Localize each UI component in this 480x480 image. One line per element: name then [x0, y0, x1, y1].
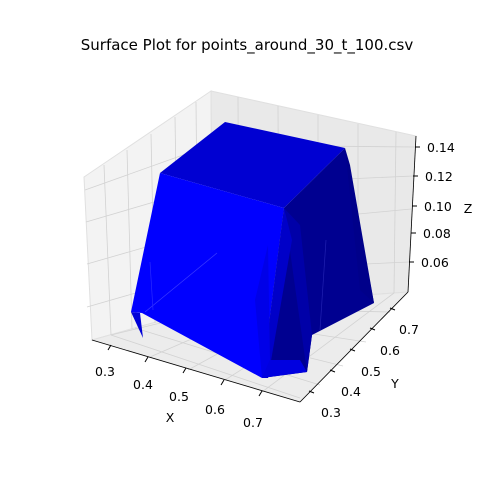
- surface-top-face: [160, 122, 345, 208]
- x-tick-label-1: 0.3: [95, 364, 115, 379]
- x-axis-label: X: [166, 410, 175, 425]
- y-tick-label-1: 0.3: [321, 405, 341, 420]
- x-tick-label-2: 0.4: [133, 377, 153, 392]
- z-tick-label-2: 0.08: [423, 226, 451, 241]
- surface-mesh: [131, 122, 374, 378]
- grid-v-left-2: [126, 149, 133, 330]
- x-tick-label-3: 0.5: [169, 389, 189, 404]
- x-axis-line: [91, 339, 301, 403]
- x-tick-label-4: 0.6: [205, 402, 225, 417]
- x-tick-mark-5: [258, 390, 263, 397]
- grid-floor-y-1: [110, 334, 301, 399]
- y-axis-label: Y: [390, 376, 399, 391]
- z-tick-label-3: 0.10: [424, 199, 452, 214]
- y-tick-mark-5: [389, 307, 396, 311]
- surface-facet-5: [262, 360, 307, 378]
- x-tick-label-5: 0.7: [243, 415, 263, 430]
- y-tick-mark-3: [349, 348, 356, 352]
- surface-edge-3: [319, 239, 327, 331]
- x-tick-mark-4: [220, 379, 225, 386]
- y-tick-mark-1: [308, 390, 315, 394]
- grid-v-left-1: [103, 164, 112, 336]
- y-tick-mark-4: [369, 327, 376, 331]
- surface-facet-1: [284, 208, 312, 372]
- x-ticks: 0.3 0.4 0.5 0.6 0.7 X: [95, 344, 263, 430]
- z-tick-label-1: 0.06: [421, 255, 449, 270]
- z-axis-line: [407, 135, 417, 293]
- surface-facet-6: [255, 245, 270, 378]
- axis-edges: [91, 135, 417, 403]
- z-ticks: 0.06 0.08 0.10 0.12 0.14 Z: [409, 140, 472, 270]
- surface-facet-4: [131, 312, 143, 338]
- surface-right-face: [262, 148, 374, 378]
- z-axis-label: Z: [464, 201, 473, 216]
- y-tick-mark-2: [329, 369, 336, 373]
- z-tick-label-4: 0.12: [425, 169, 453, 184]
- y-tick-label-2: 0.4: [341, 384, 361, 399]
- surface-facet-2: [345, 148, 374, 303]
- surface-front-face: [131, 173, 284, 378]
- chart-title: Surface Plot for points_around_30_t_100.…: [81, 36, 414, 55]
- y-tick-label-5: 0.7: [399, 322, 419, 337]
- x-tick-mark-1: [107, 344, 112, 351]
- y-axis-line: [299, 291, 409, 403]
- y-tick-label-4: 0.6: [380, 343, 400, 358]
- grid-floor-x-5: [261, 292, 395, 393]
- z-tick-label-5: 0.14: [427, 140, 455, 155]
- y-ticks: 0.3 0.4 0.5 0.6 0.7 Y: [308, 307, 419, 420]
- x-tick-mark-2: [144, 356, 149, 363]
- surface-edge-1: [144, 252, 218, 313]
- grid-v-right-5: [393, 131, 397, 294]
- x-tick-mark-3: [182, 367, 187, 374]
- surface-edge-2: [149, 261, 154, 311]
- y-tick-label-3: 0.5: [361, 364, 381, 379]
